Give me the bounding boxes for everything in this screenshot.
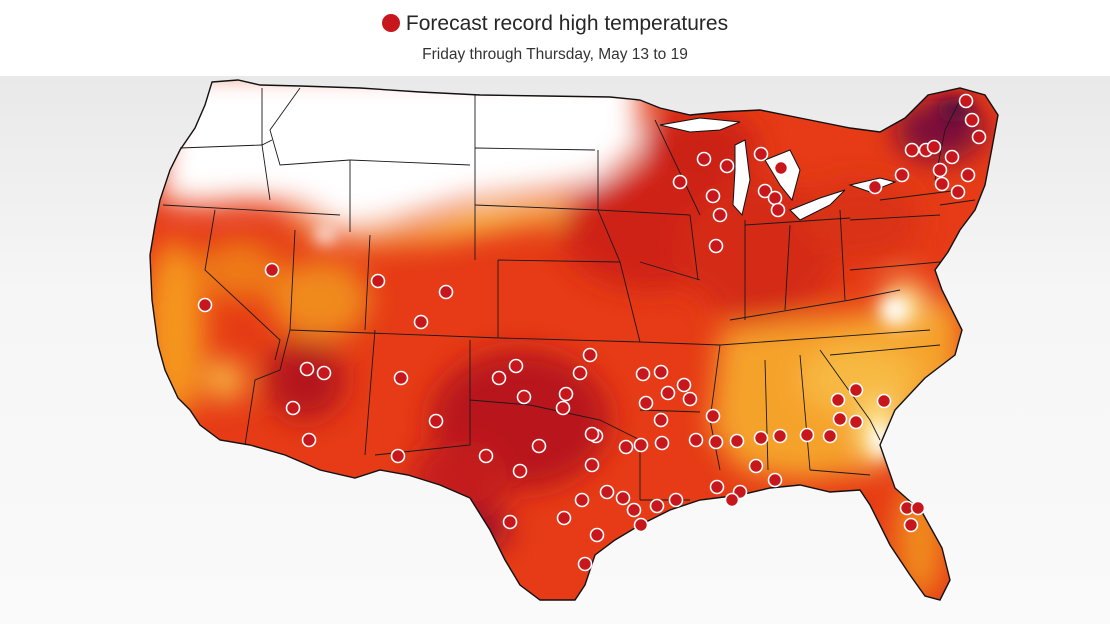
record-high-marker — [799, 427, 815, 443]
record-high-marker — [316, 365, 332, 381]
record-high-marker — [301, 432, 317, 448]
chart-header: Forecast record high temperatures Friday… — [0, 0, 1110, 76]
record-high-marker — [264, 262, 280, 278]
record-high-marker — [558, 386, 574, 402]
record-high-marker — [577, 556, 593, 572]
record-high-marker — [478, 448, 494, 464]
record-high-marker — [589, 527, 605, 543]
record-high-marker — [708, 238, 724, 254]
record-high-markers — [197, 93, 987, 572]
temperature-field — [150, 80, 998, 600]
record-high-marker — [599, 484, 615, 500]
record-high-marker — [770, 202, 786, 218]
record-high-marker — [654, 435, 670, 451]
record-high-marker — [299, 361, 315, 377]
record-high-marker — [584, 457, 600, 473]
record-high-marker — [508, 358, 524, 374]
record-high-marker — [688, 432, 704, 448]
record-high-marker — [668, 492, 684, 508]
record-high-marker — [696, 151, 712, 167]
record-high-marker — [767, 472, 783, 488]
record-high-marker — [633, 437, 649, 453]
record-high-marker — [653, 364, 669, 380]
record-high-marker — [910, 500, 926, 516]
record-high-marker — [582, 347, 598, 363]
record-high-marker — [894, 167, 910, 183]
record-high-marker — [830, 392, 846, 408]
record-high-marker — [867, 179, 883, 195]
record-high-marker — [285, 400, 301, 416]
record-high-marker — [705, 408, 721, 424]
record-high-marker — [876, 393, 892, 409]
record-high-marker — [574, 492, 590, 508]
record-high-marker — [708, 434, 724, 450]
record-high-marker — [428, 413, 444, 429]
record-high-marker — [413, 314, 429, 330]
record-high-marker — [390, 448, 406, 464]
record-high-marker — [767, 190, 783, 206]
record-high-marker — [724, 492, 740, 508]
record-high-marker — [393, 370, 409, 386]
record-high-marker — [672, 174, 688, 190]
record-high-marker — [653, 412, 669, 428]
map-title: Forecast record high temperatures — [405, 12, 729, 35]
record-high-marker — [638, 395, 654, 411]
record-high-marker — [705, 188, 721, 204]
record-high-marker — [753, 430, 769, 446]
record-high-marker — [944, 149, 960, 165]
record-high-marker — [964, 112, 980, 128]
record-high-marker — [618, 439, 634, 455]
record-high-marker — [572, 365, 588, 381]
record-high-marker — [370, 273, 386, 289]
record-high-marker — [729, 433, 745, 449]
record-high-marker — [556, 510, 572, 526]
record-high-marker — [502, 514, 518, 530]
record-high-marker — [555, 400, 571, 416]
record-high-marker — [904, 142, 920, 158]
record-high-marker — [712, 207, 728, 223]
record-high-marker — [773, 160, 789, 176]
record-high-marker — [626, 502, 642, 518]
state-boundaries — [162, 87, 976, 501]
record-high-marker — [757, 183, 773, 199]
record-high-marker — [676, 377, 692, 393]
record-high-marker — [512, 463, 528, 479]
record-high-marker — [633, 517, 649, 533]
record-high-marker — [491, 370, 507, 386]
map-subtitle: Friday through Thursday, May 13 to 19 — [422, 46, 688, 63]
record-high-marker-icon — [381, 14, 400, 32]
record-high-marker — [832, 411, 848, 427]
record-high-marker — [772, 428, 788, 444]
record-high-marker — [682, 391, 698, 407]
record-high-marker — [197, 297, 213, 313]
record-high-marker — [932, 162, 948, 178]
title-row: Forecast record high temperatures — [0, 12, 1110, 36]
record-high-marker — [516, 389, 532, 405]
record-high-marker — [822, 428, 838, 444]
record-high-marker — [848, 382, 864, 398]
record-high-marker — [903, 517, 919, 533]
record-high-marker — [934, 176, 950, 192]
record-high-marker — [438, 284, 454, 300]
record-high-marker — [971, 129, 987, 145]
record-high-marker — [584, 426, 600, 442]
record-high-marker — [848, 414, 864, 430]
record-high-marker — [719, 158, 735, 174]
record-high-marker — [748, 458, 764, 474]
record-high-marker — [660, 385, 676, 401]
record-high-marker — [958, 93, 974, 109]
record-high-marker — [950, 184, 966, 200]
record-high-marker — [635, 366, 651, 382]
record-high-marker — [753, 146, 769, 162]
record-high-marker — [960, 167, 976, 183]
record-high-marker — [709, 479, 725, 495]
record-high-marker — [926, 139, 942, 155]
record-high-marker — [649, 498, 665, 514]
record-high-marker — [615, 490, 631, 506]
record-high-marker — [531, 438, 547, 454]
